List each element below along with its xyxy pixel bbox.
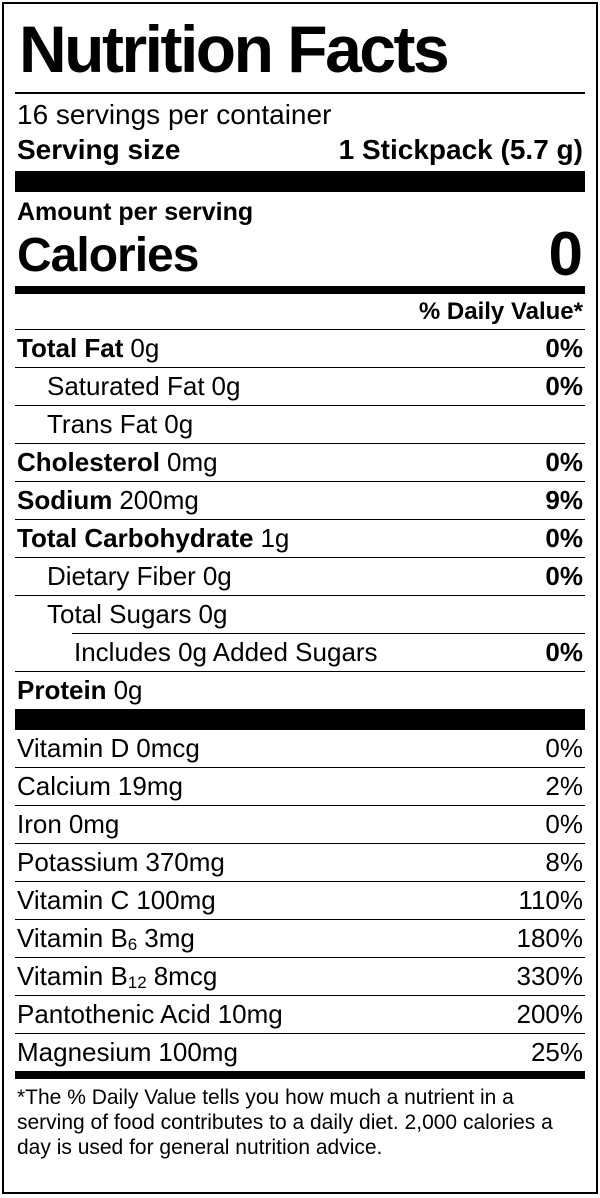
vitamin-row-calcium: Calcium 19mg 2%	[15, 768, 585, 806]
nutrient-name: Sodium 200mg	[17, 485, 199, 515]
vitamin-row-potassium: Potassium 370mg 8%	[15, 844, 585, 882]
vitamin-name: Magnesium 100mg	[17, 1037, 238, 1067]
vitamin-row-vitamin-c: Vitamin C 100mg 110%	[15, 882, 585, 920]
nutrient-dv: 0%	[545, 523, 583, 553]
nutrient-name: Total Fat 0g	[17, 333, 160, 363]
vitamin-name: Pantothenic Acid 10mg	[17, 999, 283, 1029]
vitamin-name: Vitamin B6 3mg	[17, 923, 195, 954]
nutrient-dv: 0%	[545, 447, 583, 477]
nutrient-dv: 0%	[545, 333, 583, 363]
nutrient-row-added-sugars: Includes 0g Added Sugars 0%	[15, 634, 585, 672]
calories-value: 0	[548, 220, 583, 289]
nutrient-name: Cholesterol 0mg	[17, 447, 218, 477]
nutrient-dv: 0%	[545, 371, 583, 401]
vitamin-name: Calcium 19mg	[17, 771, 183, 801]
vitamin-dv: 0%	[545, 809, 583, 839]
vitamin-dv: 2%	[545, 771, 583, 801]
vitamin-row-iron: Iron 0mg 0%	[15, 806, 585, 844]
vitamin-dv: 8%	[545, 847, 583, 877]
daily-value-footnote: *The % Daily Value tells you how much a …	[17, 1086, 553, 1159]
nutrient-dv: 9%	[545, 485, 583, 515]
nutrient-dv: 0%	[545, 637, 583, 667]
vitamin-dv: 25%	[530, 1037, 583, 1067]
vitamin-dv: 0%	[545, 733, 583, 763]
vitamin-dv: 330%	[516, 961, 584, 991]
nutrient-row-total-fat: Total Fat 0g 0%	[15, 330, 585, 368]
subscript: 12	[127, 973, 147, 992]
separator-bar-thick-vitamins	[15, 709, 585, 730]
vitamin-row-vitamin-d: Vitamin D 0mcg 0%	[15, 730, 585, 768]
amount-per-serving-label: Amount per serving	[17, 198, 254, 226]
nutrient-name: Total Sugars 0g	[47, 599, 228, 629]
vitamin-name: Vitamin D 0mcg	[17, 733, 200, 763]
vitamin-row-magnesium: Magnesium 100mg 25%	[15, 1034, 585, 1071]
subscript: 6	[127, 935, 138, 954]
nutrient-row-trans-fat: Trans Fat 0g	[15, 406, 585, 444]
nutrient-name: Dietary Fiber 0g	[47, 561, 232, 591]
vitamin-row-pantothenic-acid: Pantothenic Acid 10mg 200%	[15, 996, 585, 1034]
nutrient-row-sodium: Sodium 200mg 9%	[15, 482, 585, 520]
daily-value-header: % Daily Value*	[15, 294, 585, 330]
vitamin-name: Iron 0mg	[17, 809, 120, 839]
calories-label: Calories	[17, 229, 199, 282]
nutrient-name: Total Carbohydrate 1g	[17, 523, 290, 553]
vitamin-dv: 200%	[516, 999, 584, 1029]
separator-bar-thick-top	[15, 171, 585, 192]
indented-separator-rule	[72, 633, 585, 634]
vitamin-name: Vitamin C 100mg	[17, 885, 216, 915]
nutrient-row-protein: Protein 0g	[15, 672, 585, 709]
serving-size-value: 1 Stickpack (5.7 g)	[338, 134, 583, 165]
nutrient-dv: 0%	[545, 561, 583, 591]
nutrient-row-saturated-fat: Saturated Fat 0g 0%	[15, 368, 585, 406]
nutrient-name: Saturated Fat 0g	[47, 371, 241, 401]
nutrient-row-total-sugars: Total Sugars 0g	[15, 596, 585, 633]
servings-per-container: 16 servings per container	[17, 99, 332, 130]
label-title: Nutrition Facts	[15, 8, 585, 94]
serving-size-label: Serving size	[17, 134, 181, 165]
separator-bar-medium-calories	[15, 286, 585, 294]
nutrient-row-cholesterol: Cholesterol 0mg 0%	[15, 444, 585, 482]
nutrient-row-total-carbohydrate: Total Carbohydrate 1g 0%	[15, 520, 585, 558]
serving-size-row: Serving size 1 Stickpack (5.7 g)	[15, 131, 585, 171]
vitamin-name: Potassium 370mg	[17, 847, 225, 877]
vitamin-dv: 110%	[518, 885, 583, 915]
vitamin-name: Vitamin B12 8mcg	[17, 961, 218, 992]
vitamin-row-vitamin-b6: Vitamin B6 3mg 180%	[15, 920, 585, 958]
nutrient-row-dietary-fiber: Dietary Fiber 0g 0%	[15, 558, 585, 596]
separator-bar-medium-footnote	[15, 1071, 585, 1079]
vitamin-row-vitamin-b12: Vitamin B12 8mcg 330%	[15, 958, 585, 996]
calories-row: Calories 0	[15, 220, 585, 289]
nutrient-name: Includes 0g Added Sugars	[74, 637, 378, 667]
nutrient-name: Protein 0g	[17, 675, 143, 705]
nutrient-name: Trans Fat 0g	[47, 409, 194, 439]
vitamin-dv: 180%	[516, 923, 584, 953]
